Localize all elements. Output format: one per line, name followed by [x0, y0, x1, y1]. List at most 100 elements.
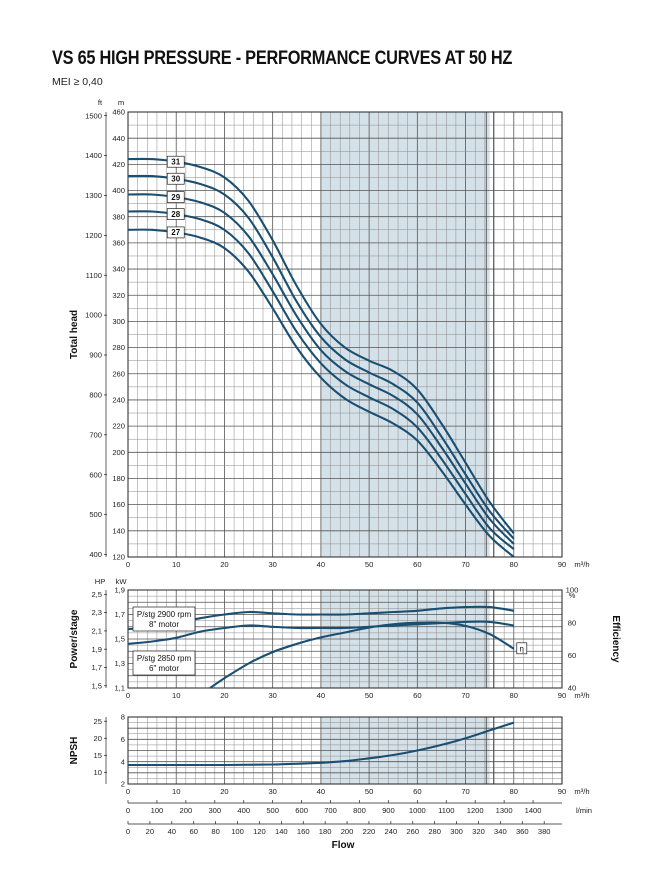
- stage-label-box: [166, 172, 185, 185]
- power-ytick-label: 1,5: [114, 635, 125, 644]
- flow-tick-label: 220: [363, 827, 376, 836]
- power-ytick-label: 1,3: [114, 659, 125, 668]
- power-x-unit: m³/h: [574, 691, 589, 700]
- lmin-tick-label: 1000: [409, 806, 426, 815]
- stage-label-box: [166, 155, 185, 168]
- power-xtick-label: 70: [461, 691, 469, 700]
- head-ft-unit: ft: [98, 98, 103, 107]
- power-curve-2: [209, 621, 515, 689]
- flow-tick-label: 80: [211, 827, 219, 836]
- head-ft-tick-label: 700: [89, 430, 102, 439]
- head-curve-27: [127, 228, 515, 558]
- npsh-xtick-label: 10: [172, 787, 180, 796]
- npsh-ytick-label: 6: [121, 735, 125, 744]
- operating-range-shading: [320, 112, 490, 784]
- power-xtick-label: 30: [268, 691, 276, 700]
- head-ytick-label: 180: [112, 474, 125, 483]
- head-ytick-label: 200: [112, 448, 125, 457]
- head-ytick-label: 240: [112, 396, 125, 405]
- flow-tick-label: 40: [168, 827, 176, 836]
- flow-tick-label: 120: [253, 827, 266, 836]
- flow-tick-label: 300: [450, 827, 463, 836]
- power-ytick-label: 1,9: [114, 586, 125, 595]
- head-curve-30: [127, 174, 515, 540]
- npsh-x-unit: m³/h: [574, 787, 589, 796]
- power-kw-unit: kW: [116, 577, 128, 586]
- head-ft-tick-label: 1400: [85, 151, 102, 160]
- npsh-xtick-label: 0: [126, 787, 130, 796]
- plot-frames: [127, 111, 563, 785]
- head-ytick-label: 120: [112, 553, 125, 562]
- head-xtick-label: 90: [558, 560, 566, 569]
- lmin-tick-label: 1100: [438, 806, 454, 815]
- power-axis-label: Power/stage: [69, 609, 80, 668]
- power-hp-tick-label: 2,5: [91, 590, 102, 599]
- page-subtitle: MEI ≥ 0,40: [52, 76, 103, 88]
- npsh-ytick-label: 8: [121, 713, 125, 722]
- flow-tick-label: 200: [341, 827, 354, 836]
- power-xtick-label: 90: [558, 691, 566, 700]
- power-hp-tick-label: 1,9: [91, 645, 102, 654]
- head-ytick-label: 460: [112, 108, 125, 117]
- head-ytick-label: 160: [112, 500, 125, 509]
- head-ytick-label: 220: [112, 422, 125, 431]
- npsh-xtick-label: 60: [413, 787, 421, 796]
- power-legend-label: P/stg 2900 rpm: [137, 610, 192, 619]
- flow-tick-label: 60: [189, 827, 197, 836]
- head-xtick-label: 60: [413, 560, 421, 569]
- lmin-tick-label: 100: [151, 806, 164, 815]
- power-legend-label: 6" motor: [149, 664, 179, 673]
- lmin-tick-label: 600: [295, 806, 308, 815]
- power-hp-tick-label: 2,1: [91, 627, 102, 636]
- head-axis-label: Total head: [69, 310, 80, 359]
- power-hp-tick-label: 2,3: [91, 608, 102, 617]
- head-ft-tick-label: 1000: [85, 311, 102, 320]
- npsh-xtick-label: 90: [558, 787, 566, 796]
- head-ytick-label: 140: [112, 526, 125, 535]
- npsh-frame: [127, 716, 563, 785]
- power-xtick-label: 60: [413, 691, 421, 700]
- flow-tick-label: 360: [516, 827, 529, 836]
- power-hp-unit: HP: [95, 577, 106, 586]
- head-xtick-label: 20: [220, 560, 228, 569]
- npsh-ft-tick-label: 10: [94, 768, 102, 777]
- stage-label-28: 28: [171, 210, 180, 219]
- head-ytick-label: 280: [112, 343, 125, 352]
- tick-labels: 1201401601802002202402602803003203403603…: [69, 98, 621, 851]
- flow-tick-label: 180: [319, 827, 332, 836]
- flow-tick-label: 240: [385, 827, 398, 836]
- lmin-tick-label: 300: [208, 806, 221, 815]
- lmin-tick-label: 1300: [496, 806, 513, 815]
- npsh-xtick-label: 70: [461, 787, 469, 796]
- npsh-xtick-label: 20: [220, 787, 228, 796]
- head-xtick-label: 80: [510, 560, 518, 569]
- flow-tick-label: 140: [275, 827, 288, 836]
- flow-tick-label: 380: [538, 827, 551, 836]
- stage-label-31: 31: [171, 158, 180, 167]
- stage-label-27: 27: [171, 228, 180, 237]
- head-frame: [127, 111, 563, 558]
- power-xtick-label: 10: [172, 691, 180, 700]
- efficiency-label-box: [516, 642, 528, 655]
- efficiency-tick-label: 40: [568, 684, 576, 693]
- head-ft-tick-label: 800: [89, 391, 102, 400]
- efficiency-axis-label: Efficiency: [610, 615, 621, 663]
- power-legend-box: [132, 650, 196, 676]
- npsh-curve: [127, 721, 515, 767]
- flow-tick-label: 260: [406, 827, 419, 836]
- npsh-xtick-label: 80: [510, 787, 518, 796]
- flow-tick-label: 20: [146, 827, 154, 836]
- power-legend-box: [132, 606, 196, 632]
- lmin-tick-label: 800: [353, 806, 366, 815]
- npsh-ft-tick-label: 20: [94, 734, 102, 743]
- power-frame: [127, 589, 563, 689]
- power-ytick-label: 1,7: [114, 610, 125, 619]
- head-curve-31: [127, 157, 515, 535]
- head-ytick-label: 420: [112, 160, 125, 169]
- power-xtick-label: 50: [365, 691, 373, 700]
- flow-tick-label: 100: [231, 827, 244, 836]
- power-ytick-label: 1,1: [114, 684, 125, 693]
